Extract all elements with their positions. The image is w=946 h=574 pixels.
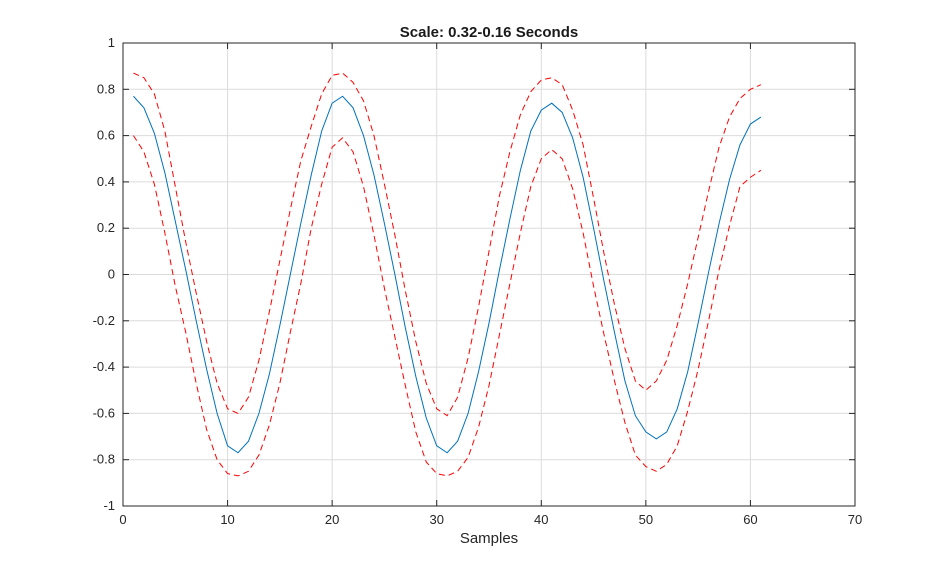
plot-series [133, 72, 762, 477]
dashed-bound-line-1 [133, 72, 762, 417]
y-tick-label: -0.2 [93, 313, 115, 328]
y-tick-label: -0.4 [93, 359, 115, 374]
x-tick-label: 50 [639, 512, 653, 527]
grid-lines [122, 42, 856, 507]
axis-ticks: 0 10 20 30 40 50 60 70 -1 -0.8 -0.6 -0.4 -0.2 0 0.2 0.4… [93, 35, 863, 527]
x-tick-label: 40 [534, 512, 548, 527]
y-tick-label: 0.2 [97, 220, 115, 235]
x-tick-label: 30 [429, 512, 443, 527]
x-axis-title: Samples [460, 530, 518, 547]
y-tick-label: 0.8 [97, 81, 115, 96]
x-tick-label: 20 [325, 512, 339, 527]
x-tick-label: 70 [848, 512, 862, 527]
y-tick-label: 0.6 [97, 128, 115, 143]
x-tick-label: 10 [220, 512, 234, 527]
y-tick-label: 0 [108, 267, 115, 282]
chart-title: Scale: 0.32-0.16 Seconds [400, 24, 578, 41]
y-tick-label: 1 [108, 35, 115, 50]
x-tick-label: 60 [743, 512, 757, 527]
x-tick-label: 0 [119, 512, 126, 527]
y-tick-label: 0.4 [97, 174, 115, 189]
dashed-bound-line-2 [133, 135, 762, 477]
y-tick-label: -0.6 [93, 405, 115, 420]
y-tick-label: -1 [103, 498, 115, 513]
center-line-0 [133, 95, 762, 454]
y-tick-label: -0.8 [93, 452, 115, 467]
